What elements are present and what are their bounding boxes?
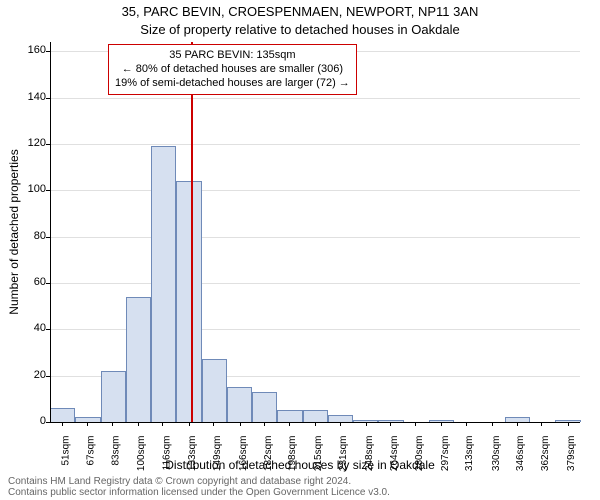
plot-area: 02040608010012014016051sqm67sqm83sqm100s… xyxy=(50,42,580,422)
histogram-bar xyxy=(303,410,328,422)
histogram-bar xyxy=(126,297,151,422)
annotation-callout: 35 PARC BEVIN: 135sqm ← 80% of detached … xyxy=(108,44,357,95)
x-tick xyxy=(264,422,265,426)
x-tick xyxy=(112,422,113,426)
y-axis-label: Number of detached properties xyxy=(7,149,21,314)
x-tick xyxy=(415,422,416,426)
x-tick xyxy=(492,422,493,426)
x-tick xyxy=(162,422,163,426)
x-tick xyxy=(138,422,139,426)
x-tick xyxy=(240,422,241,426)
x-tick xyxy=(541,422,542,426)
figure-container: 35, PARC BEVIN, CROESPENMAEN, NEWPORT, N… xyxy=(0,0,600,500)
histogram-bar xyxy=(50,408,75,422)
x-tick xyxy=(568,422,569,426)
x-tick xyxy=(441,422,442,426)
grid-line xyxy=(50,283,580,284)
y-tick-label: 160 xyxy=(20,44,46,56)
histogram-bar xyxy=(151,146,176,422)
x-tick xyxy=(189,422,190,426)
y-tick-label: 140 xyxy=(20,91,46,103)
y-tick-label: 100 xyxy=(20,183,46,195)
grid-line xyxy=(50,237,580,238)
histogram-bar xyxy=(328,415,353,422)
y-tick-label: 60 xyxy=(20,276,46,288)
histogram-bar xyxy=(252,392,277,422)
x-tick xyxy=(517,422,518,426)
histogram-bar xyxy=(277,410,302,422)
footer-line1: Contains HM Land Registry data © Crown c… xyxy=(8,476,390,487)
y-tick-label: 20 xyxy=(20,369,46,381)
y-axis xyxy=(50,42,51,422)
x-tick xyxy=(366,422,367,426)
x-tick xyxy=(213,422,214,426)
histogram-bar xyxy=(227,387,252,422)
x-tick xyxy=(466,422,467,426)
callout-line1: 35 PARC BEVIN: 135sqm xyxy=(115,49,350,63)
x-tick xyxy=(315,422,316,426)
x-tick xyxy=(289,422,290,426)
footer-line2: Contains public sector information licen… xyxy=(8,487,390,498)
x-axis-label: Distribution of detached houses by size … xyxy=(0,458,600,472)
grid-line xyxy=(50,98,580,99)
histogram-bar xyxy=(101,371,126,422)
y-tick-label: 80 xyxy=(20,230,46,242)
title-line2: Size of property relative to detached ho… xyxy=(0,22,600,37)
grid-line xyxy=(50,144,580,145)
x-tick xyxy=(340,422,341,426)
x-tick xyxy=(87,422,88,426)
y-tick-label: 0 xyxy=(20,415,46,427)
grid-line xyxy=(50,190,580,191)
footer-attribution: Contains HM Land Registry data © Crown c… xyxy=(8,476,390,498)
callout-line2: ← 80% of detached houses are smaller (30… xyxy=(115,63,350,77)
histogram-bar xyxy=(176,181,201,422)
title-line1: 35, PARC BEVIN, CROESPENMAEN, NEWPORT, N… xyxy=(0,4,600,19)
x-tick xyxy=(390,422,391,426)
callout-line3: 19% of semi-detached houses are larger (… xyxy=(115,77,350,91)
histogram-bar xyxy=(202,359,227,422)
y-tick-label: 40 xyxy=(20,322,46,334)
x-tick xyxy=(62,422,63,426)
property-marker-line xyxy=(191,42,193,422)
y-tick-label: 120 xyxy=(20,137,46,149)
